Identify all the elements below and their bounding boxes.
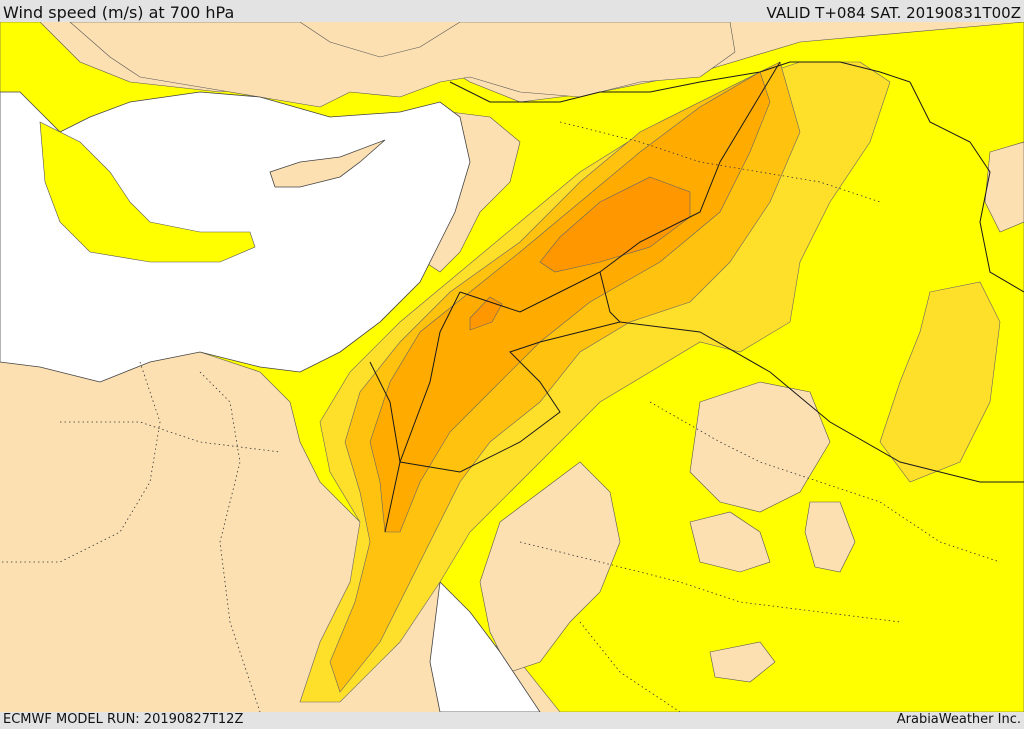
credit: ArabiaWeather Inc. <box>896 712 1021 727</box>
valid-time: VALID T+084 SAT. 20190831T00Z <box>766 4 1021 22</box>
cyprus <box>269 139 386 188</box>
land-low-wind-north <box>69 22 736 108</box>
map-canvas <box>0 22 1024 712</box>
model-run: ECMWF MODEL RUN: 20190827T12Z <box>3 712 244 727</box>
sea-wind-patch <box>39 121 256 263</box>
admin-boundaries <box>0 121 1001 712</box>
wind-band-5-small <box>469 296 503 331</box>
land-low-wind-arabia <box>689 381 831 513</box>
wind-band-5 <box>539 176 691 273</box>
map-title: Wind speed (m/s) at 700 hPa <box>3 3 235 22</box>
country-borders <box>369 61 1024 533</box>
wind-speed-map <box>0 22 1024 712</box>
land-low-wind-arabia3 <box>689 511 771 573</box>
land-low-wind-arabia4 <box>804 501 856 573</box>
red-sea <box>429 581 541 712</box>
land-low-wind-arabia2 <box>479 461 621 673</box>
footer-bar: ECMWF MODEL RUN: 20190827T12Z ArabiaWeat… <box>0 712 1024 729</box>
header-bar: Wind speed (m/s) at 700 hPa VALID T+084 … <box>0 0 1024 22</box>
land-low-wind-arabia5 <box>709 641 776 683</box>
wind-band-2-east <box>879 281 1001 483</box>
